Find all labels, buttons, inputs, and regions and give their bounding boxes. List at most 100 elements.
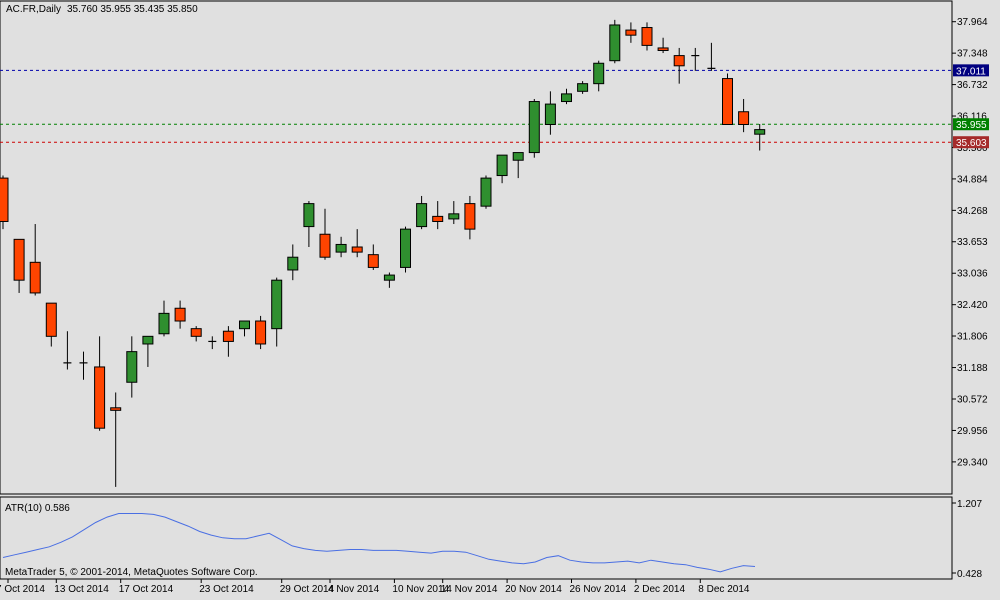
- candle[interactable]: [29, 224, 41, 296]
- candle-body: [13, 238, 25, 281]
- candle[interactable]: [496, 154, 508, 184]
- candle-body: [416, 203, 428, 228]
- candle[interactable]: [464, 195, 476, 240]
- candle[interactable]: [448, 201, 460, 225]
- candle[interactable]: [208, 336, 217, 350]
- candle[interactable]: [512, 152, 524, 179]
- candle[interactable]: [561, 88, 572, 105]
- candle[interactable]: [609, 19, 621, 64]
- candle-body: [738, 111, 750, 126]
- candle[interactable]: [577, 81, 589, 94]
- candle[interactable]: [351, 229, 363, 258]
- candle[interactable]: [287, 244, 299, 281]
- candle-body: [45, 302, 57, 337]
- atr-series[interactable]: [2, 513, 756, 573]
- candle[interactable]: [271, 277, 283, 347]
- candle[interactable]: [303, 201, 315, 247]
- candle[interactable]: [63, 331, 72, 370]
- candle[interactable]: [239, 320, 250, 337]
- candle[interactable]: [625, 22, 637, 43]
- candle-body: [287, 256, 299, 271]
- candle-body: [110, 407, 122, 411]
- time-tick-label: 4 Nov 2014: [328, 584, 380, 595]
- candle[interactable]: [400, 226, 411, 273]
- candle[interactable]: [593, 60, 605, 92]
- price-panel[interactable]: [0, 0, 953, 495]
- candle-body: [335, 243, 347, 253]
- candle[interactable]: [142, 335, 154, 367]
- candle[interactable]: [158, 300, 170, 337]
- time-axis: 7 Oct 2014 13 Oct 2014 17 Oct 2014 23 Oct 2…: [0, 579, 750, 595]
- price-level-tag: [953, 136, 989, 149]
- candle[interactable]: [383, 272, 395, 288]
- price-level-tag-label: 37.011: [956, 66, 986, 77]
- price-tick-label: 34.884: [957, 174, 988, 185]
- candle[interactable]: [222, 326, 234, 357]
- candle-body: [142, 335, 154, 345]
- candle[interactable]: [544, 91, 556, 135]
- price-level-lines[interactable]: [0, 69, 952, 143]
- candle-body: [367, 254, 379, 268]
- time-tick-label: 10 Nov 2014: [392, 584, 449, 595]
- time-tick-label: 20 Nov 2014: [505, 584, 562, 595]
- candle-body: [319, 233, 331, 258]
- candlestick-series[interactable]: [0, 19, 766, 487]
- ohlc-readout: 35.760 35.955 35.435 35.850: [67, 4, 198, 15]
- candle[interactable]: [174, 300, 186, 329]
- candle[interactable]: [738, 98, 750, 133]
- candle-body: [480, 177, 492, 207]
- candle[interactable]: [94, 336, 106, 431]
- candle[interactable]: [432, 201, 444, 230]
- candle-body: [496, 154, 508, 177]
- time-tick-label: 13 Oct 2014: [54, 584, 109, 595]
- price-axis: 37.964 37.348 36.732 36.116 35.500 34.884 34.2…: [952, 17, 988, 468]
- symbol-label: AC.FR,Daily: [6, 4, 61, 15]
- time-tick-label: 26 Nov 2014: [570, 584, 627, 595]
- candle[interactable]: [45, 302, 57, 347]
- candle-body: [239, 320, 250, 330]
- candle[interactable]: [0, 175, 9, 230]
- price-tick-label: 30.572: [957, 395, 988, 406]
- price-level-tag-label: 35.955: [956, 120, 987, 131]
- candle-body: [0, 177, 9, 222]
- candle[interactable]: [255, 315, 267, 350]
- candle-body: [593, 62, 605, 85]
- candle[interactable]: [367, 244, 379, 270]
- candle[interactable]: [754, 123, 766, 151]
- price-level-tag: [953, 64, 989, 77]
- candle[interactable]: [13, 238, 25, 293]
- candle-body: [641, 27, 653, 46]
- candle[interactable]: [528, 98, 540, 158]
- price-level-tag-label: 35.603: [956, 138, 987, 149]
- candle[interactable]: [480, 175, 492, 209]
- candle[interactable]: [673, 47, 685, 84]
- price-tick-label: 37.964: [957, 17, 988, 28]
- candle[interactable]: [79, 351, 88, 380]
- candle-body: [625, 29, 637, 36]
- candle-body: [190, 328, 202, 337]
- candle[interactable]: [641, 22, 653, 51]
- price-tick-label: 34.268: [957, 206, 988, 217]
- atr-panel[interactable]: [0, 496, 953, 580]
- price-tick-label: 36.732: [957, 80, 988, 91]
- atr-line[interactable]: [2, 513, 756, 573]
- candle[interactable]: [319, 208, 331, 260]
- candle-body: [351, 246, 363, 253]
- candle[interactable]: [691, 47, 700, 71]
- candle-body: [432, 215, 444, 222]
- candle[interactable]: [126, 336, 138, 398]
- time-tick-label: 2 Dec 2014: [634, 584, 686, 595]
- time-tick-label: 14 Nov 2014: [441, 584, 498, 595]
- candle[interactable]: [190, 326, 202, 342]
- candle[interactable]: [657, 37, 669, 54]
- candle[interactable]: [722, 73, 733, 125]
- candle-body: [528, 101, 540, 154]
- price-tick-label: 31.806: [957, 332, 988, 343]
- candle[interactable]: [416, 195, 428, 230]
- atr-axis-bottom: 0.428: [957, 569, 982, 580]
- candle[interactable]: [110, 392, 122, 487]
- candle-body: [29, 261, 41, 294]
- candle[interactable]: [335, 236, 347, 258]
- candle[interactable]: [707, 42, 716, 71]
